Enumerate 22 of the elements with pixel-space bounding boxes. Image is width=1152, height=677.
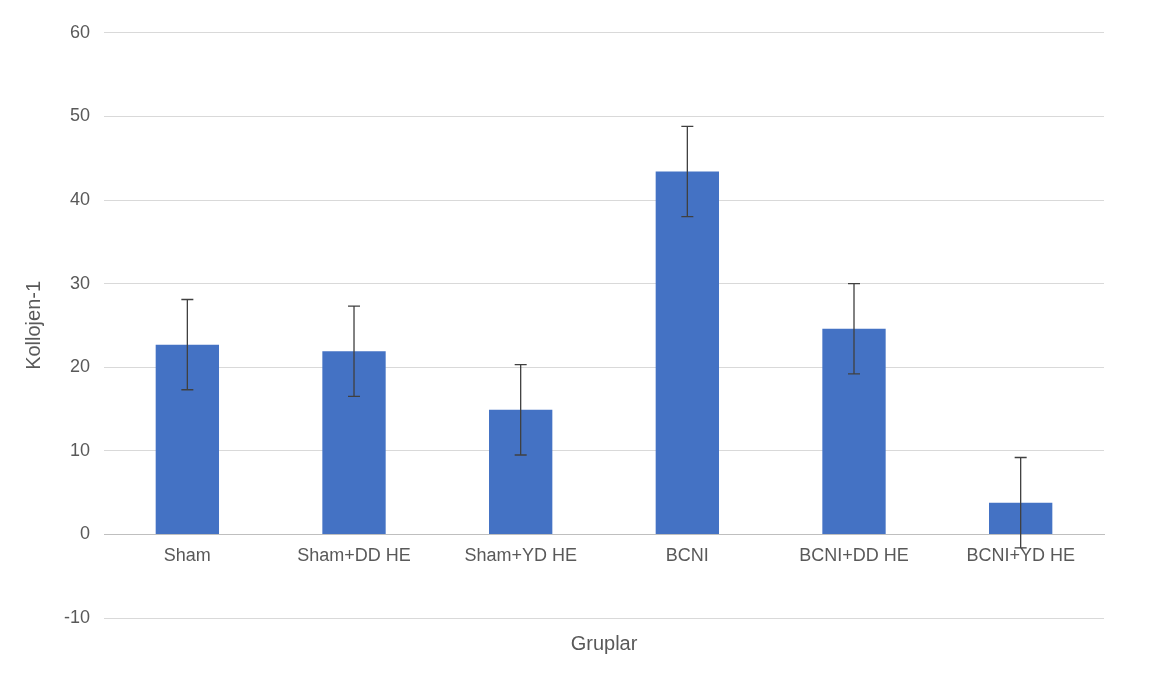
y-axis-title: Kollojen-1 <box>21 280 44 370</box>
x-tick-label: Sham+DD HE <box>297 545 411 566</box>
bar <box>155 344 220 534</box>
y-tick-label: 60 <box>69 21 91 42</box>
bar <box>489 409 553 534</box>
x-tick-label: Sham+YD HE <box>464 545 577 566</box>
x-tick-label: Sham <box>163 545 211 566</box>
x-tick-label: BCNI <box>665 545 709 566</box>
x-tick-label: BCNI+YD HE <box>966 545 1075 566</box>
bar <box>822 328 886 534</box>
x-tick-label: BCNI+DD HE <box>799 545 909 566</box>
bar <box>989 502 1053 534</box>
y-tick-label: 10 <box>69 439 91 460</box>
y-tick-label: 20 <box>69 356 91 377</box>
y-tick-label: 30 <box>69 272 91 293</box>
bar <box>322 351 386 534</box>
y-tick-label: 50 <box>69 105 91 126</box>
y-tick-label: 40 <box>69 188 91 209</box>
y-tick-label: 0 <box>80 523 91 544</box>
x-axis-title: Gruplar <box>570 631 638 654</box>
bar <box>655 171 720 534</box>
y-tick-label: -10 <box>64 606 91 627</box>
